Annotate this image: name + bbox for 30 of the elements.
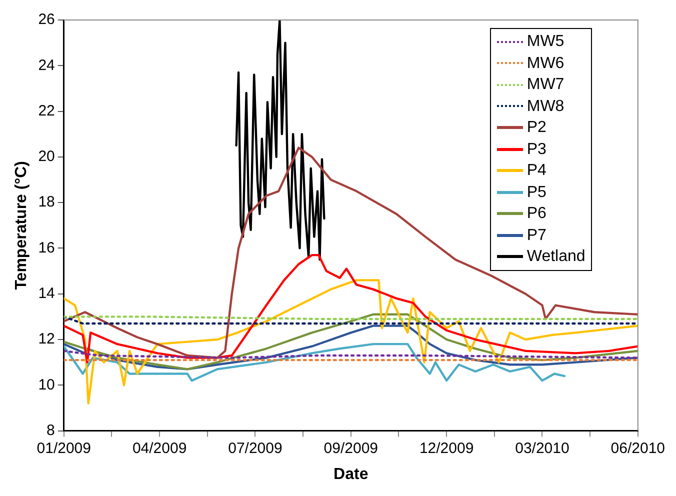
x-tick-label: 03/2010	[515, 440, 570, 457]
legend-label: MW7	[526, 75, 564, 95]
x-tick-label: 07/2009	[228, 440, 282, 457]
y-tick-label: 18	[38, 194, 55, 211]
legend-label: MW5	[526, 32, 564, 52]
y-tick-label: 8	[46, 422, 55, 439]
legend-label: P4	[526, 161, 546, 181]
y-tick-label: 16	[38, 239, 55, 256]
x-tick-label: 06/2010	[610, 440, 666, 457]
legend-label: P5	[526, 182, 546, 202]
legend-label: MW8	[526, 96, 564, 116]
x-tick-label: 09/2009	[324, 440, 378, 457]
legend-label: MW6	[526, 54, 564, 74]
legend-label: Wetland	[526, 247, 586, 267]
legend-label: P2	[526, 118, 546, 138]
y-tick-label: 12	[38, 330, 55, 348]
y-tick-label: 26	[38, 11, 55, 28]
legend-label: P3	[526, 140, 546, 160]
y-axis-title: Temperature (°C)	[13, 161, 30, 290]
x-tick-label: 01/2009	[36, 440, 91, 457]
legend-label: P6	[526, 204, 546, 224]
x-tick-label: 12/2009	[419, 440, 474, 457]
y-tick-label: 22	[38, 102, 55, 120]
y-tick-label: 24	[38, 56, 55, 74]
x-axis-title: Date	[334, 466, 368, 483]
y-tick-label: 14	[38, 285, 55, 302]
y-tick-label: 10	[38, 376, 55, 394]
y-tick-label: 20	[38, 148, 55, 166]
legend-label: P7	[526, 226, 546, 246]
x-tick-label: 04/2009	[132, 440, 187, 457]
